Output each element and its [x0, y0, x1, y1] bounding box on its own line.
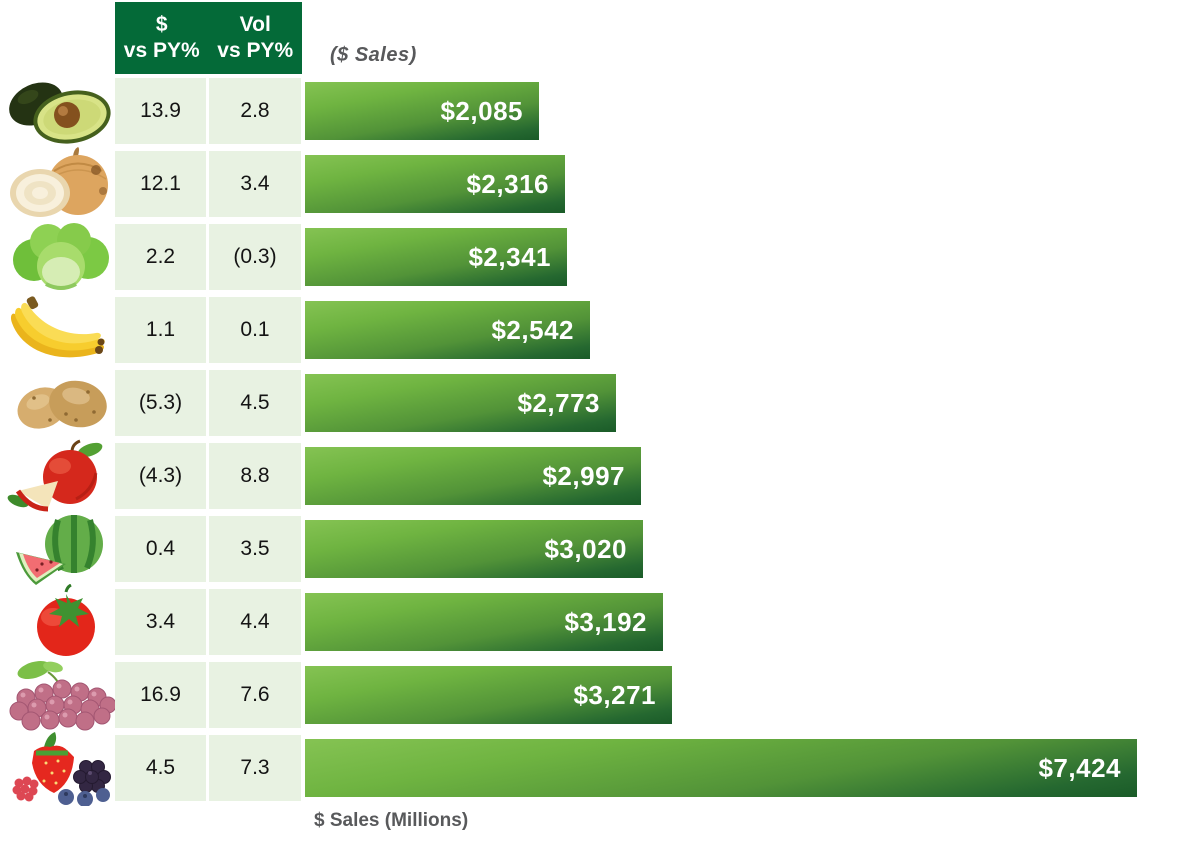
- vol-vs-py-value: 7.6: [240, 683, 270, 706]
- sales-bar-label: $2,542: [491, 314, 574, 345]
- dollar-vs-py-value: (5.3): [138, 391, 183, 414]
- dollar-vs-py-value: 2.2: [145, 245, 176, 268]
- vol-vs-py-cell: 4.4: [209, 589, 301, 655]
- dollar-vs-py-cell: 4.5: [115, 735, 206, 801]
- vol-vs-py-cell: 3.4: [209, 151, 301, 217]
- sales-bar: $3,271: [305, 666, 672, 724]
- produce-row-potatoes: (5.3) 4.5 $2,773: [0, 370, 1202, 436]
- produce-row-grapes: 16.9 7.6 $3,271: [0, 660, 1202, 731]
- potatoes-icon: [6, 365, 116, 441]
- vol-vs-py-cell: 2.8: [209, 78, 301, 144]
- sales-bar: $2,542: [305, 301, 590, 359]
- onion-icon: [6, 146, 116, 222]
- sales-bar: $3,192: [305, 593, 663, 651]
- vol-vs-py-cell: (0.3): [209, 224, 301, 290]
- vol-vs-py-value: 3.4: [240, 172, 270, 195]
- rows-container: 13.9 2.8 $2,085 12.1 3.4 $2,316 2.2 (0.3) $2,3…: [0, 78, 1202, 808]
- vol-vs-py-value: 2.8: [240, 99, 270, 122]
- dollar-vs-py-value: 0.4: [145, 537, 176, 560]
- produce-row-apples: (4.3) 8.8 $2,997: [0, 439, 1202, 512]
- chart-title: ($ Sales): [330, 44, 417, 66]
- column-header-vol-vs-py: Vol vs PY%: [217, 13, 294, 62]
- dollar-vs-py-cell: 0.4: [115, 516, 206, 582]
- sales-bar: $2,773: [305, 374, 616, 432]
- table-header: $ vs PY% Vol vs PY%: [115, 2, 302, 74]
- sales-bar: $2,341: [305, 228, 567, 286]
- sales-bar-label: $7,424: [1038, 752, 1121, 783]
- vol-vs-py-value: 4.5: [240, 391, 270, 414]
- vol-vs-py-value: 0.1: [240, 318, 270, 341]
- sales-bar-label: $2,773: [517, 387, 600, 418]
- dollar-vs-py-cell: (4.3): [115, 443, 206, 509]
- produce-row-avocado: 13.9 2.8 $2,085: [0, 78, 1202, 144]
- vol-vs-py-value: 7.3: [240, 756, 270, 779]
- sales-bar-label: $2,316: [466, 168, 549, 199]
- dollar-vs-py-value: 16.9: [140, 683, 181, 706]
- sales-bar: $7,424: [305, 739, 1137, 797]
- dollar-vs-py-cell: (5.3): [115, 370, 206, 436]
- sales-bar-label: $3,192: [564, 606, 647, 637]
- sales-bar: $2,085: [305, 82, 539, 140]
- dollar-vs-py-value: 13.9: [140, 99, 181, 122]
- dollar-vs-py-value: 3.4: [145, 610, 176, 633]
- dollar-vs-py-cell: 12.1: [115, 151, 206, 217]
- berries-icon: [6, 730, 116, 806]
- sales-bar-label: $2,085: [440, 95, 523, 126]
- vol-vs-py-cell: 4.5: [209, 370, 301, 436]
- tomatoes-icon: [6, 584, 116, 660]
- bananas-icon: [6, 292, 116, 368]
- produce-row-onion: 12.1 3.4 $2,316: [0, 147, 1202, 217]
- dollar-vs-py-value: 4.5: [145, 756, 176, 779]
- grapes-icon: [6, 657, 116, 733]
- vol-vs-py-value: 8.8: [240, 464, 270, 487]
- dollar-vs-py-cell: 2.2: [115, 224, 206, 290]
- produce-row-bananas: 1.1 0.1 $2,542: [0, 296, 1202, 363]
- dollar-vs-py-cell: 13.9: [115, 78, 206, 144]
- produce-row-watermelon: 0.4 3.5 $3,020: [0, 515, 1202, 585]
- vol-vs-py-value: (0.3): [233, 245, 277, 268]
- vol-vs-py-cell: 3.5: [209, 516, 301, 582]
- dollar-vs-py-value: (4.3): [138, 464, 183, 487]
- sales-bar-label: $2,997: [542, 460, 625, 491]
- sales-bar: $2,316: [305, 155, 565, 213]
- dollar-vs-py-value: 1.1: [145, 318, 176, 341]
- column-header-dollar-vs-py: $ vs PY%: [123, 13, 200, 62]
- vol-vs-py-cell: 7.3: [209, 735, 301, 801]
- apples-icon: [6, 438, 116, 514]
- produce-row-tomatoes: 3.4 4.4 $3,192: [0, 584, 1202, 656]
- vol-vs-py-cell: 8.8: [209, 443, 301, 509]
- vol-vs-py-value: 3.5: [240, 537, 270, 560]
- dollar-vs-py-cell: 3.4: [115, 589, 206, 655]
- sales-bar-label: $3,271: [573, 679, 656, 710]
- watermelon-icon: [6, 511, 116, 587]
- sales-bar: $3,020: [305, 520, 643, 578]
- sales-bar-label: $2,341: [468, 241, 551, 272]
- x-axis-label: $ Sales (Millions): [314, 810, 469, 831]
- vol-vs-py-cell: 0.1: [209, 297, 301, 363]
- produce-row-lettuce: 2.2 (0.3) $2,341: [0, 223, 1202, 290]
- dollar-vs-py-cell: 16.9: [115, 662, 206, 728]
- sales-bar-label: $3,020: [544, 533, 627, 564]
- vol-vs-py-cell: 7.6: [209, 662, 301, 728]
- sales-bar: $2,997: [305, 447, 641, 505]
- lettuce-icon: [6, 219, 116, 295]
- dollar-vs-py-cell: 1.1: [115, 297, 206, 363]
- dollar-vs-py-value: 12.1: [140, 172, 181, 195]
- produce-row-berries: 4.5 7.3 $7,424: [0, 732, 1202, 806]
- avocado-icon: [6, 73, 116, 149]
- vol-vs-py-value: 4.4: [240, 610, 270, 633]
